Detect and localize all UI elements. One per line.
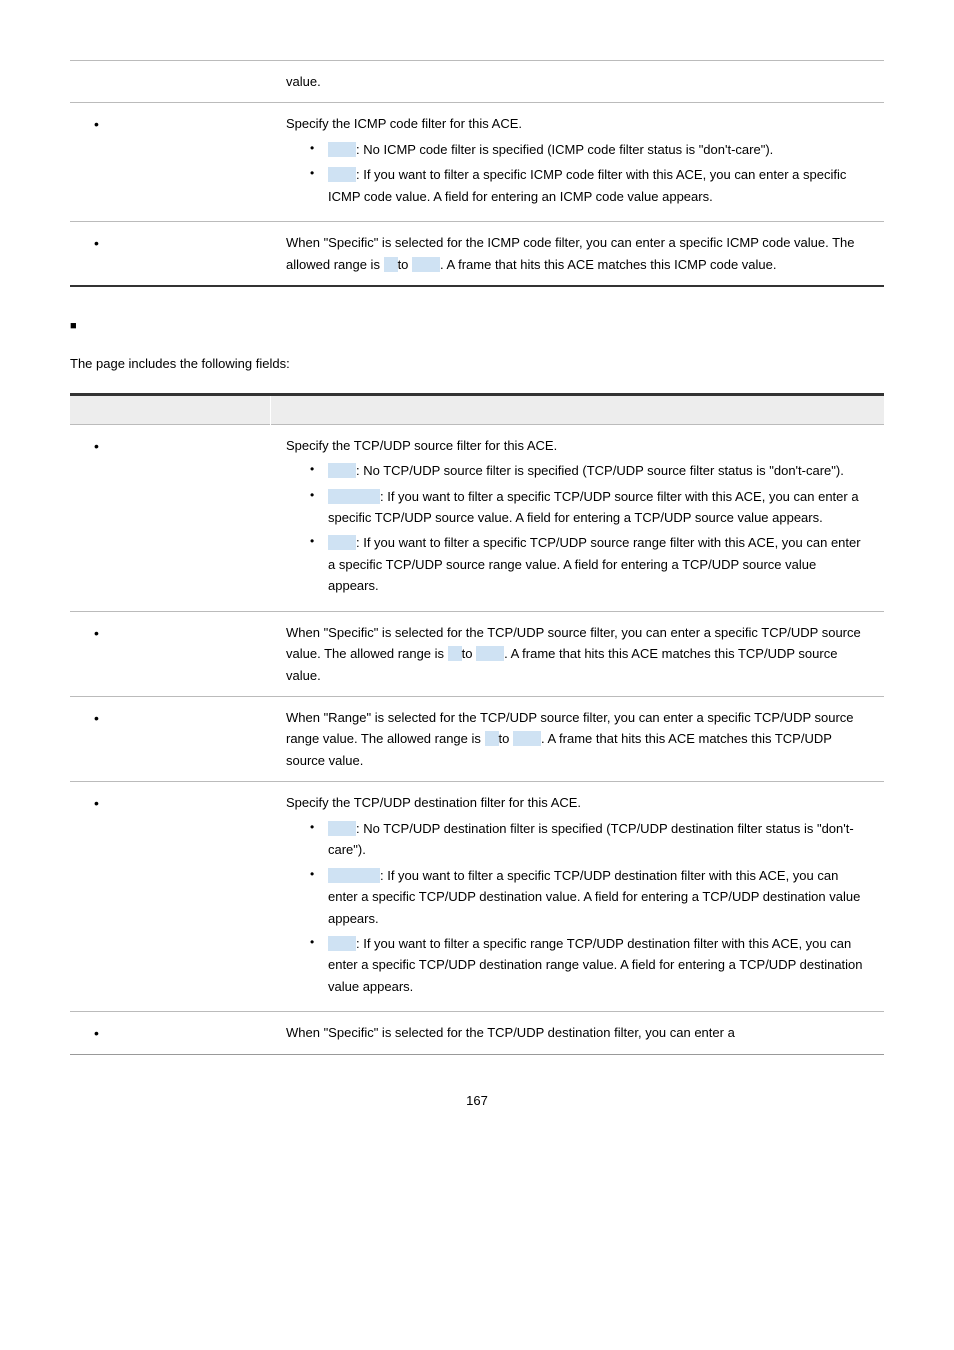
row-label xyxy=(70,697,270,782)
row-content: When "Specific" is selected for the ICMP… xyxy=(270,222,884,286)
highlight-box xyxy=(513,731,541,746)
row-content: value. xyxy=(270,61,884,103)
row-header-text: Specify the TCP/UDP source filter for th… xyxy=(286,435,868,456)
bullet-item: : If you want to filter a specific TCP/U… xyxy=(310,532,868,596)
icmp-table: value. Specify the ICMP code filter for … xyxy=(70,60,884,287)
header-cell xyxy=(70,394,270,424)
row-header-text: Specify the ICMP code filter for this AC… xyxy=(286,113,868,134)
bullet-text: : If you want to filter a specific range… xyxy=(328,936,863,994)
bullet-text: : No TCP/UDP source filter is specified … xyxy=(356,463,844,478)
row-label xyxy=(70,61,270,103)
highlight-box xyxy=(384,257,398,272)
highlight-box xyxy=(328,167,356,182)
text-part: to xyxy=(462,646,476,661)
row-content: Specify the ICMP code filter for this AC… xyxy=(270,103,884,222)
highlight-box xyxy=(328,936,356,951)
tcp-udp-table: Specify the TCP/UDP source filter for th… xyxy=(70,393,884,1055)
bullet-list: : No TCP/UDP source filter is specified … xyxy=(286,460,868,597)
bullet-item: : If you want to filter a specific TCP/U… xyxy=(310,865,868,929)
row-header-text: Specify the TCP/UDP destination filter f… xyxy=(286,792,868,813)
bullet-text: : If you want to filter a specific ICMP … xyxy=(328,167,846,203)
highlight-box xyxy=(476,646,504,661)
bullet-item: : No ICMP code filter is specified (ICMP… xyxy=(310,139,868,160)
text-part: to xyxy=(398,257,412,272)
highlight-box xyxy=(328,868,380,883)
row-content: When "Specific" is selected for the TCP/… xyxy=(270,611,884,696)
table-header xyxy=(70,394,884,424)
row-label xyxy=(70,611,270,696)
bullet-list: : No ICMP code filter is specified (ICMP… xyxy=(286,139,868,207)
row-label xyxy=(70,103,270,222)
row-content: Specify the TCP/UDP destination filter f… xyxy=(270,782,884,1012)
bullet-item: : If you want to filter a specific ICMP … xyxy=(310,164,868,207)
highlight-box xyxy=(412,257,440,272)
header-cell xyxy=(270,394,884,424)
row-label xyxy=(70,782,270,1012)
row-content: When "Range" is selected for the TCP/UDP… xyxy=(270,697,884,782)
highlight-box xyxy=(448,646,462,661)
text-part: . A frame that hits this ACE matches thi… xyxy=(440,257,776,272)
highlight-box xyxy=(328,535,356,550)
bullet-item: : No TCP/UDP destination filter is speci… xyxy=(310,818,868,861)
highlight-box xyxy=(328,489,380,504)
page-number: 167 xyxy=(70,1090,884,1111)
bullet-item: : No TCP/UDP source filter is specified … xyxy=(310,460,868,481)
row-content: Specify the TCP/UDP source filter for th… xyxy=(270,424,884,611)
section-marker xyxy=(70,317,884,335)
bullet-item: : If you want to filter a specific TCP/U… xyxy=(310,486,868,529)
highlight-box xyxy=(328,463,356,478)
row-label xyxy=(70,1012,270,1054)
row-label xyxy=(70,424,270,611)
bullet-text: : If you want to filter a specific TCP/U… xyxy=(328,535,861,593)
bullet-text: : No TCP/UDP destination filter is speci… xyxy=(328,821,854,857)
row-label xyxy=(70,222,270,286)
bullet-text: : If you want to filter a specific TCP/U… xyxy=(328,868,860,926)
highlight-box xyxy=(485,731,499,746)
highlight-box xyxy=(328,142,356,157)
text-part: to xyxy=(499,731,513,746)
bullet-text: : No ICMP code filter is specified (ICMP… xyxy=(356,142,773,157)
highlight-box xyxy=(328,821,356,836)
bullet-list: : No TCP/UDP destination filter is speci… xyxy=(286,818,868,998)
bullet-text: : If you want to filter a specific TCP/U… xyxy=(328,489,859,525)
bullet-item: : If you want to filter a specific range… xyxy=(310,933,868,997)
intro-text: The page includes the following fields: xyxy=(70,353,884,374)
row-content: When "Specific" is selected for the TCP/… xyxy=(270,1012,884,1054)
